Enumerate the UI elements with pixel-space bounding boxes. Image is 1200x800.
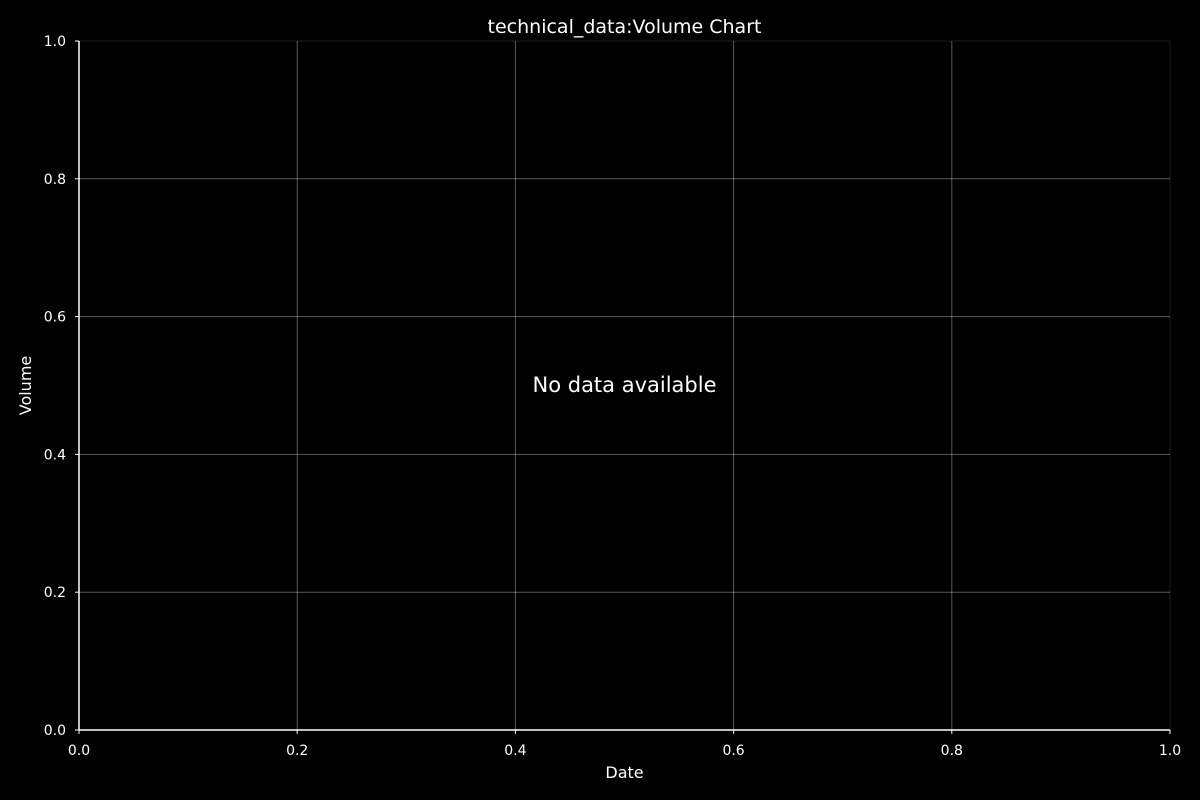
y-axis-label: Volume: [16, 356, 35, 416]
x-tick-label: 0.4: [504, 743, 526, 759]
x-tick-label: 0.0: [68, 743, 90, 759]
y-tick-label: 0.6: [44, 310, 66, 326]
y-tick-label: 1.0: [44, 34, 66, 50]
grid: [79, 41, 1170, 730]
chart-title: technical_data:Volume Chart: [488, 16, 762, 38]
x-tick-label: 0.6: [722, 743, 744, 759]
no-data-message: No data available: [533, 373, 717, 397]
y-tick-label: 0.4: [44, 447, 66, 463]
ticks: 0.0 0.2 0.4 0.6 0.8 1.0 0.0 0.2 0.4 0.6 0.8 1.0: [44, 34, 1181, 759]
x-tick-label: 0.8: [941, 743, 963, 759]
x-axis-label: Date: [605, 763, 643, 782]
x-tick-label: 1.0: [1159, 743, 1181, 759]
y-tick-label: 0.8: [44, 172, 66, 188]
y-tick-label: 0.2: [44, 585, 66, 601]
x-tick-label: 0.2: [286, 743, 308, 759]
y-tick-label: 0.0: [44, 723, 66, 739]
